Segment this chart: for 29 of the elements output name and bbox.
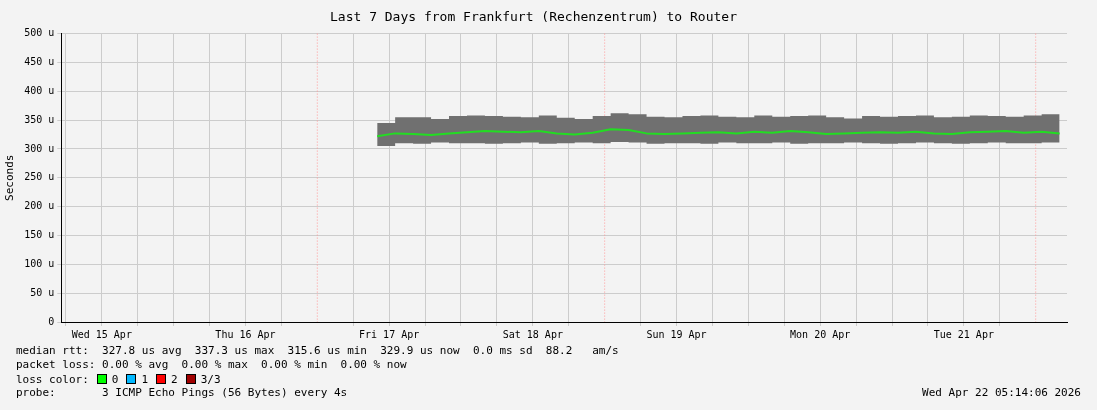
y-axis-title: Seconds: [3, 154, 17, 201]
x-tick-label: Sat 18 Apr: [502, 328, 563, 340]
x-tick-label: Mon 20 Apr: [790, 328, 851, 340]
x-tick-label: Sun 19 Apr: [646, 328, 707, 340]
x-tick-label: Tue 21 Apr: [933, 328, 994, 340]
y-tick-label: 250 u: [24, 171, 55, 183]
text: 1: [141, 372, 149, 386]
y-tick-label: 50 u: [30, 286, 55, 298]
x-tick-label: Fri 17 Apr: [359, 328, 420, 340]
y-tick-label: 500 u: [24, 27, 55, 39]
x-tick-label: Thu 16 Apr: [215, 328, 276, 340]
text: packet loss: 0.00 % avg 0.00 % max 0.00 % min 0.00 % now: [16, 358, 408, 372]
y-tick-label: 350 u: [24, 113, 55, 125]
x-tick-label: Wed 15 Apr: [71, 328, 132, 340]
y-tick-label: 450 u: [24, 56, 55, 68]
text: 2: [171, 372, 178, 386]
text: 3/3: [200, 372, 221, 386]
y-tick-label: 100 u: [24, 257, 55, 269]
y-tick-label: 300 u: [24, 142, 55, 154]
y-tick-label: 150 u: [24, 229, 55, 241]
y-tick-label: 0: [48, 315, 55, 327]
text: median rtt: 327.8 us avg 337.3 us max 315.6 us min 329.9 us now 0.0 ms sd 88.2 am/s: [16, 344, 620, 358]
y-tick-label: 400 u: [24, 84, 55, 96]
chart-title: Last 7 Days from Frankfurt (Rechenzentrum) to Router: [330, 9, 738, 25]
y-tick-label: 200 u: [24, 200, 55, 212]
text: Wed Apr 22 05:14:06 2026: [922, 386, 1081, 400]
text: 0: [111, 372, 119, 386]
text: loss color:: [16, 372, 89, 386]
text: probe: 3 ICMP Echo Pings (56 Bytes) every 4s: [16, 386, 348, 400]
